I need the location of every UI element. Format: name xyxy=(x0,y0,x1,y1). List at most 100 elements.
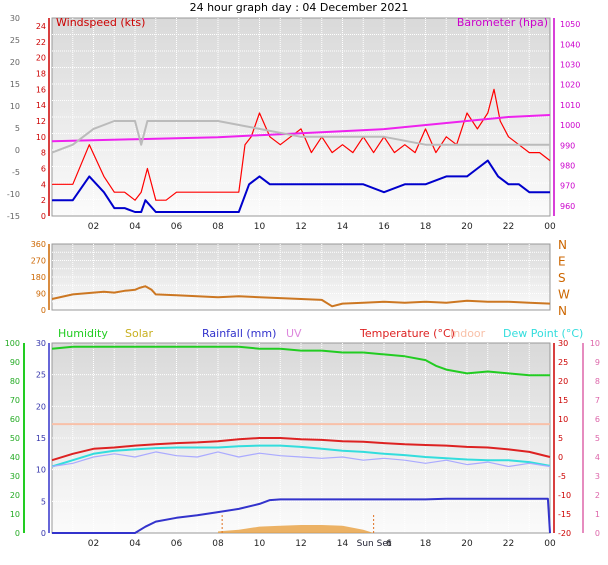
temp-tick: -15 xyxy=(558,510,571,519)
dir-compass-label: E xyxy=(558,255,566,269)
wind-left-tick: 18 xyxy=(36,69,46,78)
uv-tick: 8 xyxy=(595,377,600,386)
humidity-tick: 100 xyxy=(5,339,20,348)
temp-tick: 15 xyxy=(558,396,568,405)
rain-tick: 15 xyxy=(36,434,46,443)
wind-x-tick: 14 xyxy=(337,222,349,232)
climate-x-tick: 02 xyxy=(88,539,99,549)
humidity-tick: 10 xyxy=(10,510,20,519)
sunset-label: Sun Set xyxy=(357,539,392,549)
rain-tick: 5 xyxy=(41,497,46,506)
climate-x-tick: 20 xyxy=(461,539,473,549)
wind-x-tick: 16 xyxy=(378,222,390,232)
wind-outer-tick: 5 xyxy=(15,124,20,133)
legend-entry: Rainfall (mm) xyxy=(202,327,276,340)
wind-left-tick: 12 xyxy=(36,117,46,126)
humidity-tick: 20 xyxy=(10,491,20,500)
baro-right-tick: 1010 xyxy=(560,101,580,110)
wind-outer-tick: 20 xyxy=(10,58,20,67)
temp-tick: -20 xyxy=(558,529,571,538)
wind-series-line xyxy=(51,120,550,154)
climate-x-tick: 06 xyxy=(171,539,183,549)
climate-series-line xyxy=(51,437,551,462)
temp-tick: 0 xyxy=(558,453,563,462)
climate-x-tick: 18 xyxy=(420,539,432,549)
uv-tick: 5 xyxy=(595,434,600,443)
wind-x-tick: 20 xyxy=(461,222,473,232)
legend-entry: Solar xyxy=(125,327,154,340)
dir-compass-label: N xyxy=(558,304,567,318)
climate-x-tick: 00 xyxy=(544,539,556,549)
wind-left-tick: 10 xyxy=(36,133,46,142)
wind-left-tick: 16 xyxy=(36,85,46,94)
baro-axis-label: Barometer (hpa) xyxy=(457,16,548,29)
climate-x-tick: 04 xyxy=(129,539,141,549)
dir-left-tick: 180 xyxy=(31,273,46,282)
uv-tick: 6 xyxy=(595,415,600,424)
wind-left-tick: 6 xyxy=(41,164,46,173)
climate-series-line xyxy=(51,345,550,377)
rain-tick: 10 xyxy=(36,466,46,475)
dir-compass-label: W xyxy=(558,288,570,302)
rain-tick: 30 xyxy=(36,339,46,348)
dir-compass-label: N xyxy=(558,238,567,252)
temp-tick: 5 xyxy=(558,434,563,443)
wind-outer-tick: -15 xyxy=(7,212,20,221)
dir-left-tick: 0 xyxy=(41,306,46,315)
temp-tick: 25 xyxy=(558,358,568,367)
temp-tick: -10 xyxy=(558,491,571,500)
wind-outer-tick: 25 xyxy=(10,36,20,45)
wind-outer-tick: 0 xyxy=(15,146,20,155)
legend-entry: Temperature (°C) xyxy=(359,327,455,340)
climate-series-line xyxy=(52,497,551,534)
solar-area xyxy=(218,525,374,533)
uv-tick: 1 xyxy=(595,510,600,519)
wind-series-line xyxy=(52,159,550,213)
wind-x-tick: 02 xyxy=(88,222,99,232)
winddir-line xyxy=(51,285,551,308)
legend-entry: Dew Point (°C) xyxy=(503,327,583,340)
legend-entry: Humidity xyxy=(58,327,108,340)
uv-tick: 7 xyxy=(595,396,600,405)
baro-right-tick: 960 xyxy=(560,202,575,211)
dir-left-tick: 90 xyxy=(36,290,46,299)
wind-x-tick: 04 xyxy=(129,222,141,232)
climate-x-tick: 14 xyxy=(337,539,349,549)
wind-left-tick: 4 xyxy=(41,180,46,189)
baro-right-tick: 980 xyxy=(560,161,575,170)
uv-tick: 2 xyxy=(595,491,600,500)
wind-barometer-panel: 024681012141618202224-15-10-505101520253… xyxy=(7,14,580,232)
climate-x-tick: 6 xyxy=(386,539,392,549)
climate-x-tick: 12 xyxy=(295,539,306,549)
baro-right-tick: 1050 xyxy=(560,20,580,29)
humidity-tick: 60 xyxy=(10,415,20,424)
rain-tick: 0 xyxy=(41,529,46,538)
wind-x-tick: 00 xyxy=(544,222,556,232)
temp-tick: 10 xyxy=(558,415,568,424)
baro-right-tick: 1030 xyxy=(560,60,580,69)
climate-series-line xyxy=(51,444,551,468)
wind-left-tick: 2 xyxy=(41,196,46,205)
wind-left-tick: 24 xyxy=(36,22,46,31)
baro-right-tick: 1040 xyxy=(560,40,580,49)
wind-x-tick: 06 xyxy=(171,222,183,232)
baro-right-tick: 1020 xyxy=(560,81,580,90)
wind-x-tick: 08 xyxy=(212,222,224,232)
wind-outer-tick: 30 xyxy=(10,14,20,23)
humidity-tick: 50 xyxy=(10,434,20,443)
humidity-tick: 80 xyxy=(10,377,20,386)
baro-right-tick: 1000 xyxy=(560,121,580,130)
wind-outer-tick: 10 xyxy=(10,102,20,111)
wind-outer-tick: 15 xyxy=(10,80,20,89)
graph-title: 24 hour graph day : 04 December 2021 xyxy=(190,1,409,14)
climate-series-line xyxy=(51,451,551,468)
wind-x-tick: 10 xyxy=(254,222,266,232)
uv-tick: 9 xyxy=(595,358,600,367)
wind-outer-tick: -5 xyxy=(12,168,20,177)
humidity-tick: 0 xyxy=(15,529,20,538)
climate-x-tick: 22 xyxy=(503,539,514,549)
temp-tick: 30 xyxy=(558,339,568,348)
